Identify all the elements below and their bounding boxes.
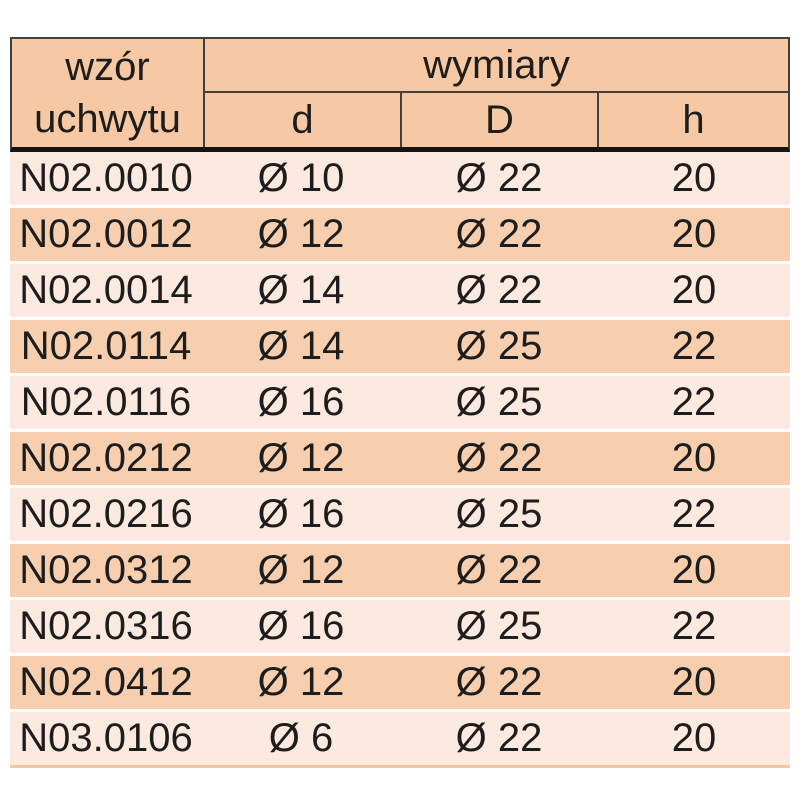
- header-cell-d: d: [203, 93, 400, 147]
- table-row: N02.0216 Ø 16 Ø 25 22: [10, 488, 790, 541]
- table-row: N02.0412 Ø 12 Ø 22 20: [10, 656, 790, 709]
- dim-h: 20: [671, 548, 717, 592]
- dim-h: 22: [671, 380, 717, 424]
- header-pattern-line2: uchwytu: [34, 97, 181, 141]
- table-row: N02.0316 Ø 16 Ø 25 22: [10, 600, 790, 653]
- header-cell-h: h: [596, 93, 788, 147]
- handle-code: N02.0014: [19, 268, 193, 312]
- handle-code: N02.0412: [19, 660, 193, 704]
- table-row: N02.0116 Ø 16 Ø 25 22: [10, 376, 790, 429]
- table-row: N02.0012 Ø 12 Ø 22 20: [10, 208, 790, 261]
- dim-d: Ø 6: [268, 716, 334, 760]
- dim-d: Ø 14: [257, 268, 345, 312]
- handle-code: N02.0116: [20, 380, 192, 424]
- dim-D: Ø 22: [455, 716, 543, 760]
- dim-D: Ø 22: [455, 436, 543, 480]
- dim-h: 20: [671, 212, 717, 256]
- table-row: N02.0212 Ø 12 Ø 22 20: [10, 432, 790, 485]
- table-row: N03.0106 Ø 6 Ø 22 20: [10, 712, 790, 765]
- table-row: N02.0014 Ø 14 Ø 22 20: [10, 264, 790, 317]
- dim-h: 20: [671, 716, 717, 760]
- dim-D: Ø 22: [455, 548, 543, 592]
- dim-d: Ø 16: [257, 380, 345, 424]
- dim-D: Ø 22: [455, 660, 543, 704]
- table-row: N02.0010 Ø 10 Ø 22 20: [10, 152, 790, 205]
- table-header: wzór uchwytu wymiary d D h: [10, 37, 790, 152]
- dim-d: Ø 12: [257, 660, 345, 704]
- dim-h: 22: [671, 604, 717, 648]
- handle-code: N02.0316: [19, 604, 193, 648]
- header-pattern-line1: wzór: [65, 45, 150, 89]
- header-cell-dimensions: wymiary: [203, 39, 788, 93]
- handle-code: N02.0212: [19, 436, 193, 480]
- dim-D: Ø 22: [455, 156, 543, 200]
- header-dimensions-label: wymiary: [423, 42, 570, 87]
- handle-code: N02.0012: [19, 212, 193, 256]
- dim-d: Ø 10: [257, 156, 345, 200]
- dimensions-table: wzór uchwytu wymiary d D h N02.0010 Ø 10…: [10, 37, 790, 768]
- handle-code: N02.0010: [19, 156, 193, 200]
- table-row: N02.0312 Ø 12 Ø 22 20: [10, 544, 790, 597]
- dim-d: Ø 12: [257, 436, 345, 480]
- dim-d: Ø 14: [257, 324, 345, 368]
- dim-h: 22: [671, 492, 717, 536]
- dim-D: Ø 25: [455, 324, 543, 368]
- dim-d: Ø 12: [257, 212, 345, 256]
- dim-h: 22: [671, 324, 717, 368]
- table-row: N02.0114 Ø 14 Ø 25 22: [10, 320, 790, 373]
- header-cell-pattern: wzór uchwytu: [12, 39, 203, 147]
- dim-D: Ø 25: [455, 380, 543, 424]
- dim-d: Ø 16: [257, 492, 345, 536]
- dim-D: Ø 25: [455, 604, 543, 648]
- header-cell-D: D: [400, 93, 597, 147]
- dim-h: 20: [671, 436, 717, 480]
- handle-code: N03.0106: [19, 716, 193, 760]
- dim-D: Ø 25: [455, 492, 543, 536]
- handle-code: N02.0114: [20, 324, 192, 368]
- dim-D: Ø 22: [455, 212, 543, 256]
- dim-d: Ø 16: [257, 604, 345, 648]
- dim-h: 20: [671, 156, 717, 200]
- dim-d: Ø 12: [257, 548, 345, 592]
- handle-code: N02.0312: [19, 548, 193, 592]
- table-body: N02.0010 Ø 10 Ø 22 20 N02.0012 Ø 12 Ø 22…: [10, 152, 790, 768]
- dim-h: 20: [671, 268, 717, 312]
- dim-h: 20: [671, 660, 717, 704]
- handle-code: N02.0216: [19, 492, 193, 536]
- dim-D: Ø 22: [455, 268, 543, 312]
